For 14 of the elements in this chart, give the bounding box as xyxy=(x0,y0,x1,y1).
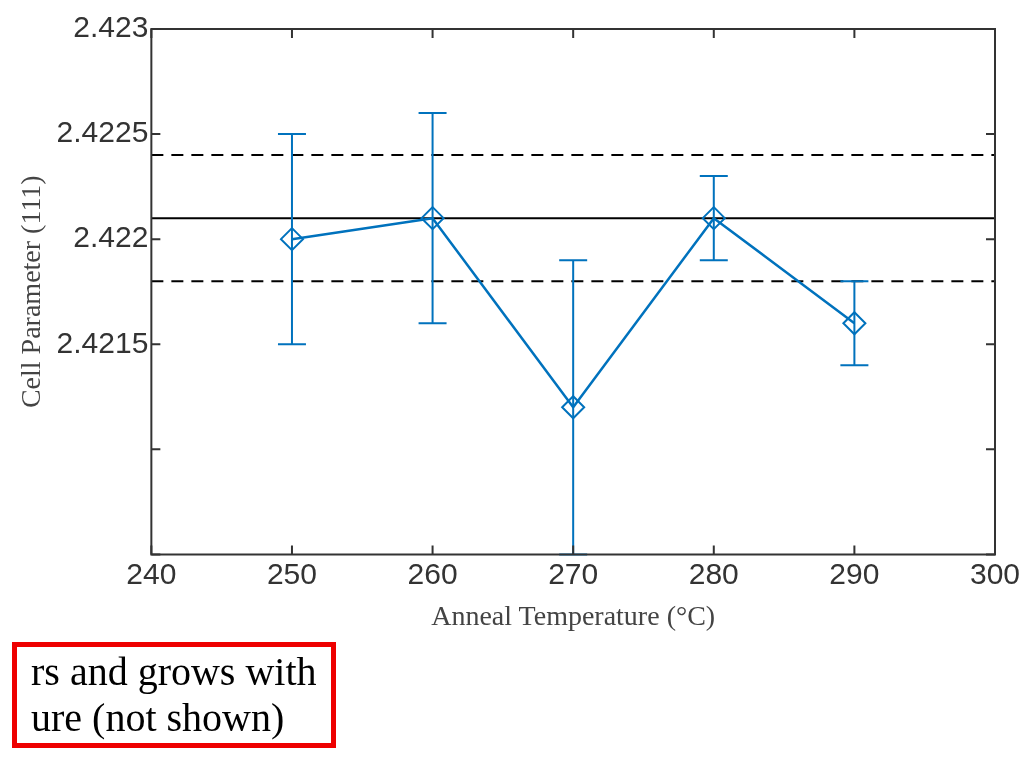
x-tick-label: 270 xyxy=(548,556,599,590)
x-tick-label: 280 xyxy=(688,556,739,590)
y-axis-title: Cell Parameter (111) xyxy=(15,175,47,409)
x-tick-label: 300 xyxy=(969,556,1021,590)
x-tick-label: 240 xyxy=(126,556,177,590)
y-tick-label: 2.4225 xyxy=(56,115,149,149)
x-axis-title: Anneal Temperature (°C) xyxy=(431,599,716,631)
y-tick-label: 2.422 xyxy=(73,220,149,254)
x-tick-label: 250 xyxy=(266,556,317,590)
x-tick-label: 260 xyxy=(407,556,458,590)
text: rs and grows with ure (not shown) xyxy=(12,642,336,748)
x-tick-label: 290 xyxy=(829,556,880,590)
y-tick-label: 2.423 xyxy=(73,10,149,44)
y-tick-label: 2.4215 xyxy=(56,325,149,359)
